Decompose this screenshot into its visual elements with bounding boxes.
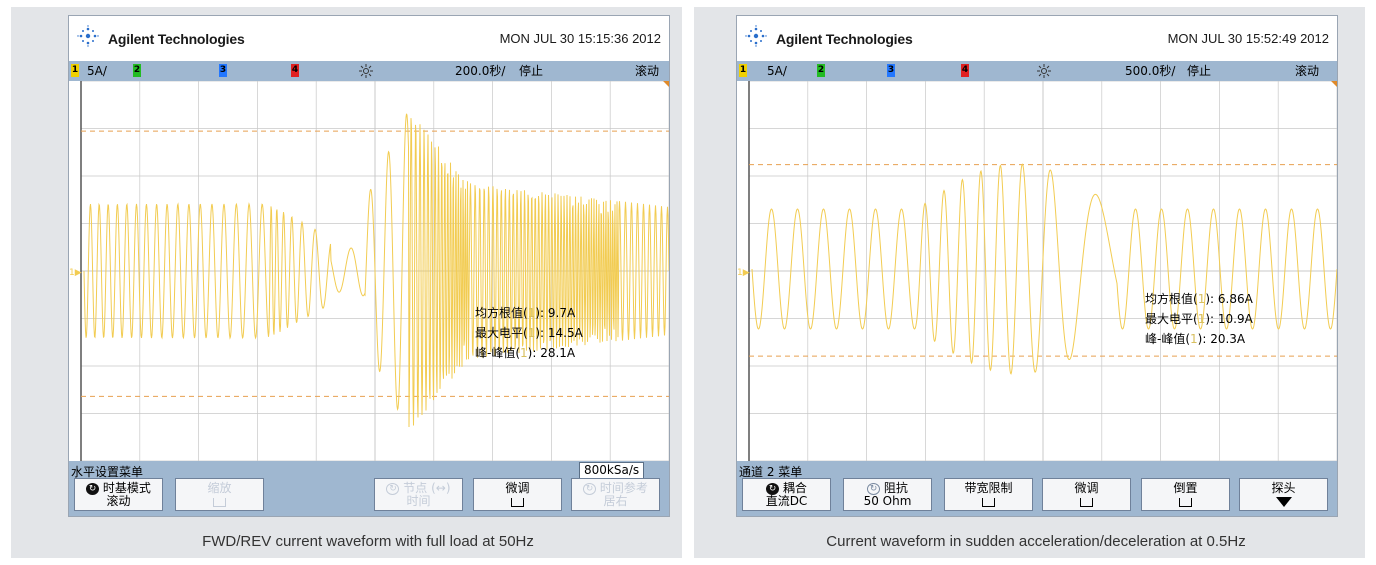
rotate-knob-icon: ↻	[766, 482, 780, 495]
softkey-menu-bar: 水平设置菜单 800kSa/s ↻ 时基模式 滚动 缩放 ↻ 节点 (↔) 时间 微调 ↻ …	[69, 461, 669, 516]
softkey-value: 滚动	[106, 494, 131, 508]
trigger-marker-icon	[1331, 81, 1337, 87]
softkey-5[interactable]: 倒置	[1141, 478, 1230, 511]
title-bar: Agilent Technologies MON JUL 30 15:15:36…	[69, 16, 669, 61]
brand-name: Agilent Technologies	[108, 31, 245, 47]
softkey-value: 居右	[603, 494, 628, 508]
softkey-6[interactable]: 探头	[1239, 478, 1328, 511]
softkey-5[interactable]: 微调	[473, 478, 562, 511]
softkey-label: 耦合	[782, 481, 807, 495]
softkey-label: 节点 (↔)	[403, 481, 451, 495]
softkey-4[interactable]: ↻ 节点 (↔) 时间	[374, 478, 463, 511]
checkbox-icon	[982, 498, 995, 507]
softkey-3[interactable]: 带宽限制	[944, 478, 1033, 511]
softkey-2[interactable]: ↻ 阻抗 50 Ohm	[843, 478, 932, 511]
agilent-spark-icon	[77, 25, 99, 47]
sample-rate: 800kSa/s	[579, 462, 645, 479]
timestamp: MON JUL 30 15:52:49 2012	[1167, 31, 1329, 46]
rotate-knob-icon: ↻	[583, 482, 597, 495]
sun-trigger-icon	[1037, 64, 1051, 78]
measurement-max: 最大电平(1): 10.9A	[1145, 312, 1253, 326]
softkey-label: 时间参考	[599, 481, 648, 495]
channel-status-bar[interactable]: 1 5A/ 2 3 4 200.0秒/ 停止 滚动	[69, 61, 669, 81]
softkey-label: 阻抗	[883, 481, 908, 495]
softkey-value: 50 Ohm	[863, 494, 912, 508]
oscilloscope-screen-left: Agilent Technologies MON JUL 30 15:15:36…	[68, 15, 670, 517]
menu-title: 通道 2 菜单	[739, 465, 803, 479]
channel-3-indicator[interactable]: 3	[887, 64, 895, 77]
softkey-menu-bar: 通道 2 菜单 ↻ 耦合 直流DC ↻ 阻抗 50 Ohm 带宽限制 微调 倒置 探头	[737, 461, 1337, 516]
measurement-rms: 均方根值(1): 9.7A	[475, 306, 576, 320]
ground-marker: 1▶	[69, 268, 82, 278]
sun-trigger-icon	[359, 64, 373, 78]
rotate-knob-icon: ↻	[386, 482, 400, 495]
measurement-pkpk: 峰-峰值(1): 28.1A	[475, 346, 576, 360]
timebase-value[interactable]: 200.0秒/	[455, 64, 506, 78]
measurement-readout: 均方根值(1): 9.7A 最大电平(1): 14.5A 峰-峰值(1): 28…	[475, 303, 583, 363]
timestamp: MON JUL 30 15:15:36 2012	[499, 31, 661, 46]
softkey-label: 微调	[505, 481, 530, 495]
softkey-4[interactable]: 微调	[1042, 478, 1131, 511]
softkey-6[interactable]: ↻ 时间参考 居右	[571, 478, 660, 511]
softkey-label: 时基模式	[102, 481, 151, 495]
channel-4-indicator[interactable]: 4	[961, 64, 969, 77]
softkey-2[interactable]: 缩放	[175, 478, 264, 511]
waveform-grid: 1▶	[69, 81, 669, 461]
waveform-display[interactable]: 1▶ 均方根值(1): 9.7A 最大电平(1): 14.5A 峰-峰值(1):…	[69, 81, 669, 461]
channel-4-indicator[interactable]: 4	[291, 64, 299, 77]
channel-1-scale: 5A/	[767, 64, 787, 78]
measurement-readout: 均方根值(1): 6.86A 最大电平(1): 10.9A 峰-峰值(1): 2…	[1145, 289, 1253, 349]
checkbox-icon	[1080, 498, 1093, 507]
trigger-marker-icon	[663, 81, 669, 87]
oscilloscope-screen-right: Agilent Technologies MON JUL 30 15:52:49…	[736, 15, 1338, 517]
checkbox-icon	[511, 498, 524, 507]
softkey-label: 探头	[1271, 481, 1296, 495]
waveform-display[interactable]: 1▶ 均方根值(1): 6.86A 最大电平(1): 10.9A 峰-峰值(1)…	[737, 81, 1337, 461]
brand-name: Agilent Technologies	[776, 31, 913, 47]
softkey-value: 时间	[406, 494, 431, 508]
agilent-spark-icon	[745, 25, 767, 47]
waveform-grid: 1▶	[737, 81, 1337, 461]
acquisition-mode[interactable]: 滚动	[1294, 64, 1319, 78]
softkey-1[interactable]: ↻ 耦合 直流DC	[742, 478, 831, 511]
measurement-max: 最大电平(1): 14.5A	[475, 326, 583, 340]
softkey-1[interactable]: ↻ 时基模式 滚动	[74, 478, 163, 511]
softkey-label: 倒置	[1173, 481, 1198, 495]
rotate-knob-icon: ↻	[86, 482, 100, 495]
caption-left: FWD/REV current waveform with full load …	[202, 533, 534, 550]
run-state[interactable]: 停止	[1187, 64, 1212, 78]
menu-title: 水平设置菜单	[71, 465, 144, 479]
acquisition-mode[interactable]: 滚动	[634, 64, 659, 78]
channel-1-trace	[83, 113, 669, 428]
softkey-value: 直流DC	[765, 494, 808, 508]
checkbox-icon	[213, 498, 226, 507]
channel-2-indicator[interactable]: 2	[817, 64, 825, 77]
timebase-value[interactable]: 500.0秒/	[1125, 64, 1176, 78]
channel-3-indicator[interactable]: 3	[219, 64, 227, 77]
ground-marker: 1▶	[737, 268, 750, 278]
channel-1-indicator[interactable]: 1	[739, 64, 747, 77]
run-state[interactable]: 停止	[519, 64, 544, 78]
channel-2-indicator[interactable]: 2	[133, 64, 141, 77]
caption-right: Current waveform in sudden acceleration/…	[826, 533, 1246, 550]
softkey-label: 缩放	[207, 481, 232, 495]
channel-1-indicator[interactable]: 1	[71, 64, 79, 77]
checkbox-icon	[1179, 498, 1192, 507]
channel-1-scale: 5A/	[87, 64, 107, 78]
channel-status-bar[interactable]: 1 5A/ 2 3 4 500.0秒/ 停止 滚动	[737, 61, 1337, 81]
rotate-knob-icon: ↻	[867, 482, 881, 495]
down-arrow-icon	[1275, 497, 1292, 507]
measurement-rms: 均方根值(1): 6.86A	[1145, 292, 1253, 306]
softkey-label: 微调	[1074, 481, 1099, 495]
title-bar: Agilent Technologies MON JUL 30 15:52:49…	[737, 16, 1337, 61]
channel-1-trace	[751, 163, 1337, 375]
measurement-pkpk: 峰-峰值(1): 20.3A	[1145, 332, 1246, 346]
softkey-label: 带宽限制	[964, 481, 1013, 495]
